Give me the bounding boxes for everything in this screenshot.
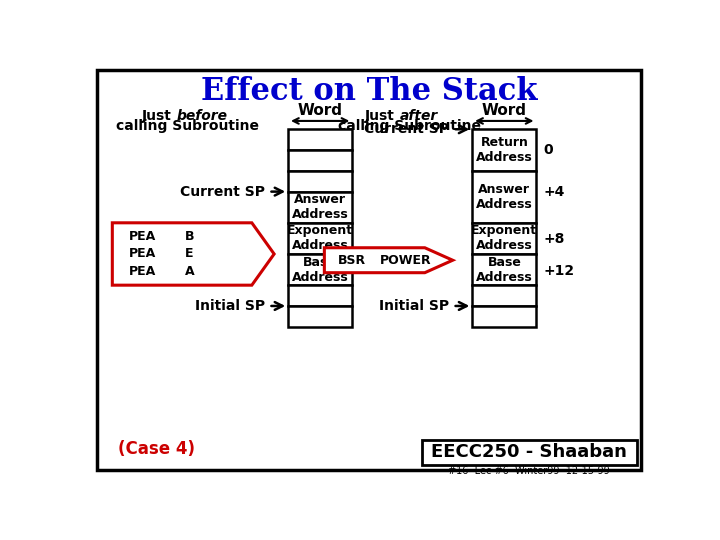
Text: #16  Lec #6  Winter99  12-15-99: #16 Lec #6 Winter99 12-15-99 [449,467,610,476]
Text: calling Subroutine: calling Subroutine [338,119,481,133]
Text: (Case 4): (Case 4) [118,441,195,458]
Text: POWER: POWER [380,254,432,267]
Bar [288,254,352,285]
Text: 0: 0 [543,143,553,157]
Bar [472,254,536,285]
Text: Answer: Answer [478,183,531,196]
Text: B: B [185,230,194,243]
Text: Word: Word [482,103,527,118]
Text: BSR: BSR [338,254,366,267]
Bar [472,171,536,223]
Text: PEA: PEA [129,230,156,243]
Text: Initial SP: Initial SP [379,299,449,313]
Bar [288,171,352,192]
Text: E: E [185,247,194,260]
Text: Exponent: Exponent [472,225,537,238]
Text: PEA: PEA [129,265,156,278]
Bar [472,129,536,171]
Text: Address: Address [476,271,533,284]
Text: calling Subroutine: calling Subroutine [116,119,259,133]
Text: after: after [400,109,438,123]
Bar [288,285,352,306]
Text: Address: Address [476,151,533,164]
Text: Current SP: Current SP [180,185,265,199]
Bar [472,285,536,306]
Text: Address: Address [476,239,533,252]
Text: Exponent: Exponent [287,225,354,238]
Text: +12: +12 [543,264,575,278]
Text: Answer: Answer [294,193,346,206]
Bar [288,192,352,223]
Bar [288,129,352,150]
Text: EECC250 - Shaaban: EECC250 - Shaaban [431,443,627,461]
Text: Base: Base [303,255,337,268]
Text: Just: Just [365,109,400,123]
Text: A: A [185,265,194,278]
Bar [288,150,352,171]
Text: Address: Address [292,271,348,284]
Bar [422,440,637,465]
Text: Just: Just [142,109,176,123]
Text: Initial SP: Initial SP [194,299,265,313]
Bar [288,223,352,254]
Text: Return: Return [480,136,528,149]
Polygon shape [112,223,274,285]
Polygon shape [324,248,453,273]
Text: before: before [176,109,228,123]
Text: Effect on The Stack: Effect on The Stack [201,76,537,107]
Text: PEA: PEA [129,247,156,260]
Text: Base: Base [487,255,521,268]
Text: +8: +8 [543,232,564,246]
Bar [472,223,536,254]
Bar [288,306,352,327]
Text: Word: Word [297,103,343,118]
Text: Address: Address [292,208,348,221]
Text: Address: Address [476,198,533,211]
Text: Current SP: Current SP [364,122,449,136]
Text: +4: +4 [543,185,564,199]
Text: Address: Address [292,239,348,252]
Bar [472,306,536,327]
